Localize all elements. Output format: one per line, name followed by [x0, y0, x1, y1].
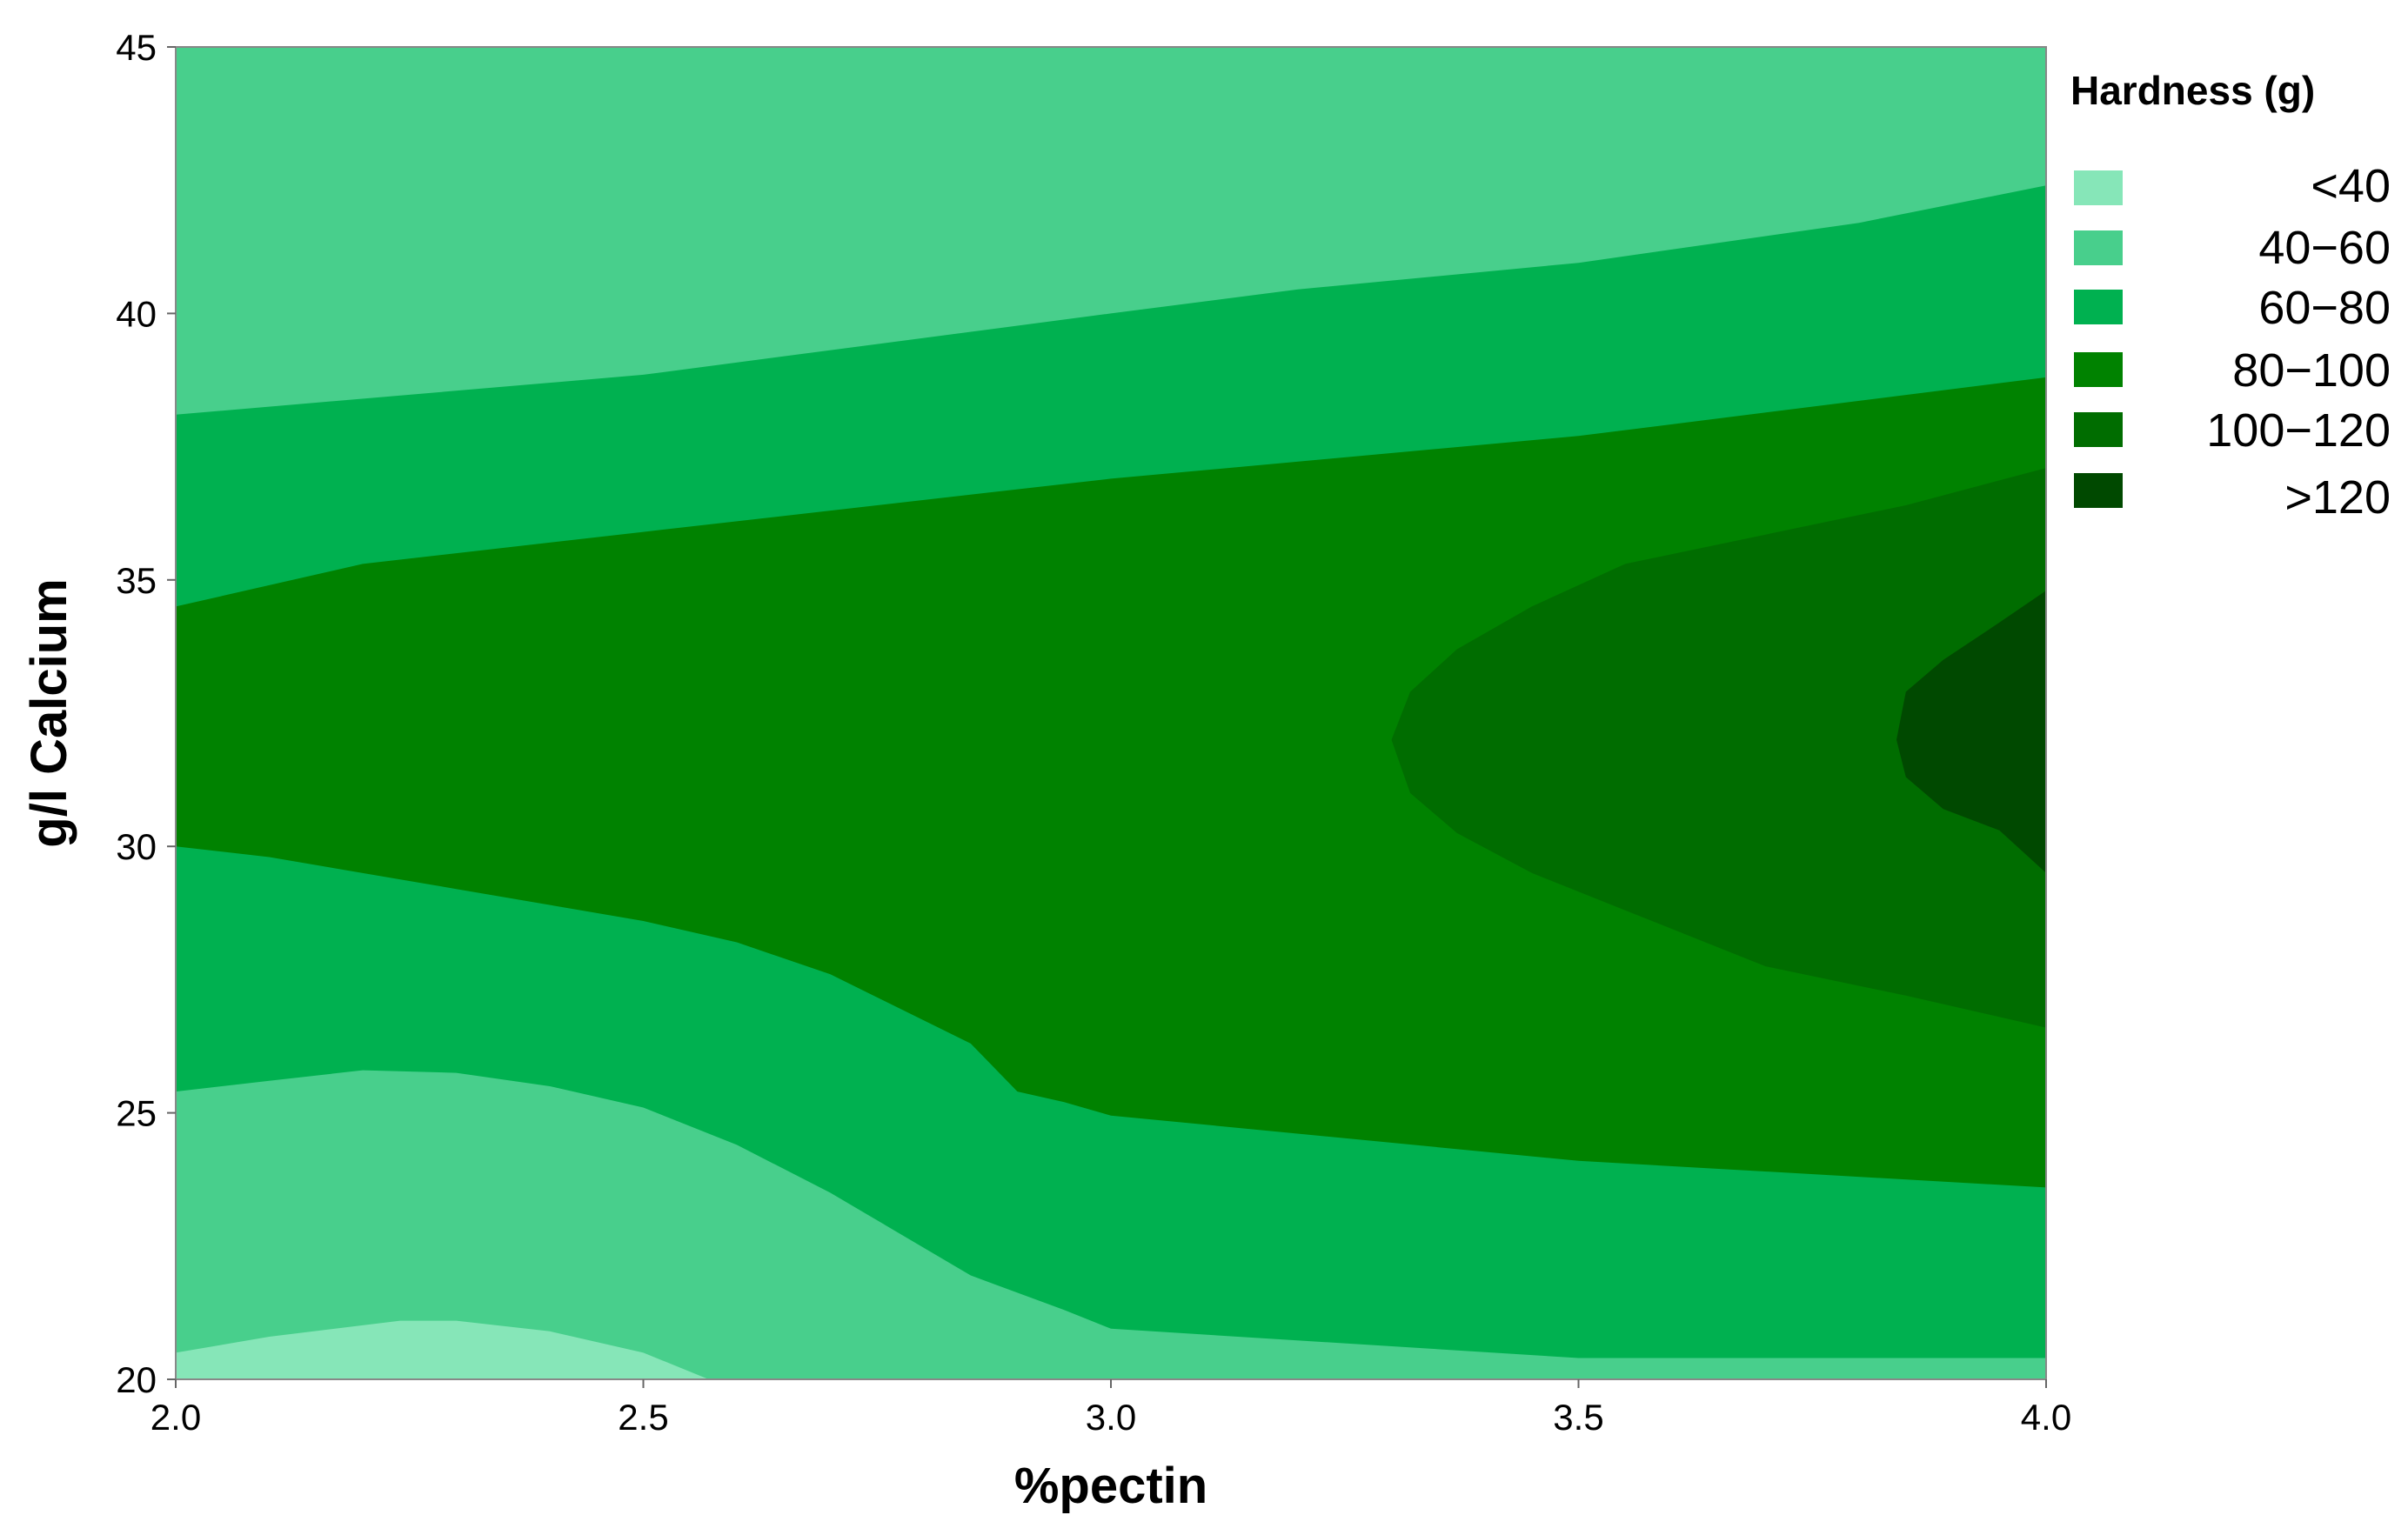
legend: Hardness (g) <40 40−60 60−80 80−100 100−120 >… [2070, 68, 2391, 524]
y-tick-label: 20 [116, 1359, 157, 1400]
legend-label: <40 [2311, 160, 2391, 212]
legend-label: 40−60 [2258, 222, 2391, 274]
legend-swatch [2074, 412, 2123, 447]
y-tick-label: 35 [116, 560, 157, 601]
contour-region-5 [176, 1320, 709, 1379]
y-axis: 20 25 30 35 40 45 [116, 27, 176, 1400]
legend-label: 80−100 [2232, 344, 2391, 397]
y-tick-label: 25 [116, 1093, 157, 1134]
legend-title: Hardness (g) [2070, 68, 2315, 113]
x-tick-label: 2.5 [618, 1397, 668, 1438]
y-tick-label: 45 [116, 27, 157, 68]
contour-region-3 [1391, 468, 2046, 1028]
y-tick-label: 40 [116, 293, 157, 334]
legend-swatch [2074, 352, 2123, 387]
contour-region-2 [176, 377, 2046, 1188]
x-tick-label: 2.0 [150, 1397, 201, 1438]
legend-swatch [2074, 230, 2123, 265]
legend-swatch [2074, 290, 2123, 324]
legend-label: 100−120 [2206, 404, 2391, 457]
contour-regions [176, 47, 2046, 1379]
legend-swatch [2074, 170, 2123, 205]
x-tick-label: 3.0 [1086, 1397, 1136, 1438]
y-axis-title: g/l Calcium [21, 578, 77, 847]
x-tick-label: 3.5 [1553, 1397, 1603, 1438]
y-tick-label: 30 [116, 826, 157, 867]
contour-region-4 [1896, 591, 2046, 873]
legend-label: 60−80 [2258, 282, 2391, 334]
legend-swatch [2074, 473, 2123, 508]
x-axis-title: %pectin [1014, 1458, 1207, 1514]
legend-label: >120 [2284, 471, 2391, 524]
x-tick-label: 4.0 [2021, 1397, 2071, 1438]
x-axis: 2.0 2.5 3.0 3.5 4.0 [150, 1379, 2071, 1438]
